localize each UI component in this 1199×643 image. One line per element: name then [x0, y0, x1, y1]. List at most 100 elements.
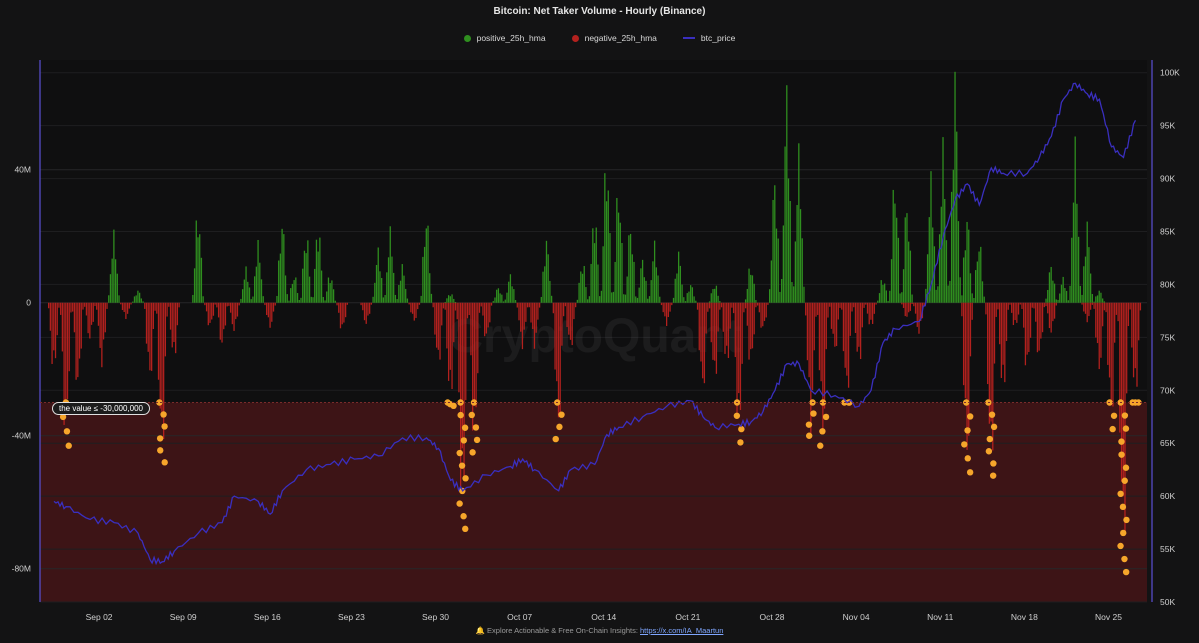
- negative-bar: [173, 302, 175, 343]
- positive-bar: [645, 280, 647, 303]
- threshold-marker: [1118, 438, 1125, 445]
- positive-bar: [959, 277, 961, 303]
- positive-bar: [372, 296, 374, 303]
- positive-bar: [657, 275, 659, 303]
- positive-bar: [501, 294, 503, 303]
- threshold-marker: [469, 449, 476, 456]
- negative-bar: [161, 302, 163, 418]
- negative-bar: [75, 302, 77, 380]
- threshold-marker: [1121, 555, 1128, 563]
- positive-bar: [755, 300, 757, 303]
- positive-bar: [293, 280, 295, 303]
- negative-bar: [1002, 302, 1004, 365]
- negative-bar: [1115, 302, 1118, 315]
- negative-bar: [988, 302, 991, 424]
- negative-bar: [827, 302, 829, 318]
- negative-bar: [660, 302, 663, 306]
- negative-bar: [478, 302, 481, 313]
- positive-bar: [140, 298, 142, 303]
- negative-bar: [569, 302, 572, 340]
- x-tick-label: Sep 30: [422, 612, 449, 622]
- negative-bar: [344, 302, 347, 318]
- positive-bar: [906, 213, 908, 303]
- positive-bar: [334, 300, 336, 303]
- threshold-marker: [966, 413, 974, 420]
- positive-bar: [962, 257, 965, 303]
- x-tick-label: Sep 02: [86, 612, 113, 622]
- legend-item-positive[interactable]: positive_25h_hma: [463, 33, 546, 43]
- positive-bar: [382, 297, 385, 303]
- negative-bar: [1096, 302, 1099, 344]
- negative-bar: [741, 302, 743, 364]
- threshold-marker: [1118, 451, 1125, 458]
- positive-bar: [288, 300, 290, 303]
- negative-bar: [178, 302, 180, 308]
- positive-bar: [399, 280, 402, 303]
- negative-bar: [212, 302, 215, 316]
- negative-bar: [753, 302, 755, 335]
- positive-bar: [607, 190, 609, 303]
- negative-bar: [532, 302, 534, 330]
- negative-bar: [736, 302, 738, 419]
- negative-bar: [90, 302, 93, 325]
- negative-bar: [573, 302, 575, 320]
- negative-bar: [1110, 302, 1112, 406]
- negative-bar: [204, 302, 206, 306]
- negative-bar: [121, 302, 124, 311]
- threshold-marker: [161, 423, 168, 430]
- positive-bar: [629, 233, 632, 303]
- positive-bar: [453, 298, 455, 303]
- negative-bar: [726, 302, 728, 346]
- negative-bar: [715, 302, 718, 374]
- threshold-marker: [456, 449, 463, 457]
- negative-bar: [147, 302, 149, 352]
- negative-bar: [437, 302, 439, 350]
- negative-bar: [490, 302, 493, 306]
- negative-bar: [521, 302, 524, 350]
- negative-bar: [575, 302, 577, 308]
- negative-bar: [669, 302, 671, 312]
- negative-bar: [408, 302, 410, 305]
- positive-bar: [492, 301, 494, 303]
- positive-bar: [508, 281, 510, 303]
- positive-bar: [612, 291, 615, 303]
- negative-bar: [920, 302, 922, 321]
- positive-bar: [324, 300, 326, 303]
- positive-bar: [286, 294, 288, 303]
- legend-item-price[interactable]: btc_price: [682, 33, 735, 43]
- positive-bar: [647, 298, 649, 303]
- threshold-marker: [966, 469, 974, 476]
- threshold-marker: [985, 448, 993, 455]
- positive-bar: [786, 85, 788, 303]
- threshold-marker: [461, 424, 469, 431]
- positive-bar: [1086, 221, 1088, 303]
- negative-bar: [413, 302, 415, 321]
- negative-bar: [751, 302, 754, 349]
- negative-bar: [962, 302, 965, 386]
- negative-bar: [175, 302, 177, 354]
- negative-bar: [839, 302, 841, 308]
- negative-bar: [473, 302, 476, 406]
- threshold-marker: [961, 441, 968, 448]
- positive-bar: [973, 297, 975, 303]
- positive-bar: [260, 279, 263, 303]
- negative-bar: [171, 302, 173, 348]
- negative-bar: [1004, 302, 1006, 383]
- positive-bar: [513, 289, 515, 303]
- negative-bar: [453, 302, 455, 343]
- threshold-zone: [40, 402, 1147, 602]
- positive-bar: [928, 217, 930, 303]
- negative-bar: [810, 302, 812, 434]
- positive-bar: [595, 227, 597, 303]
- positive-bar: [137, 290, 139, 303]
- positive-bar: [693, 296, 695, 303]
- footer-link[interactable]: https://x.com/IA_Maartun: [640, 626, 724, 635]
- negative-bar: [58, 302, 60, 308]
- negative-bar: [367, 302, 369, 316]
- negative-bar: [906, 302, 908, 317]
- legend-item-negative[interactable]: negative_25h_hma: [571, 33, 657, 43]
- negative-bar: [209, 302, 211, 323]
- negative-bar: [444, 302, 446, 310]
- negative-bar: [451, 302, 453, 390]
- positive-bar: [619, 222, 621, 303]
